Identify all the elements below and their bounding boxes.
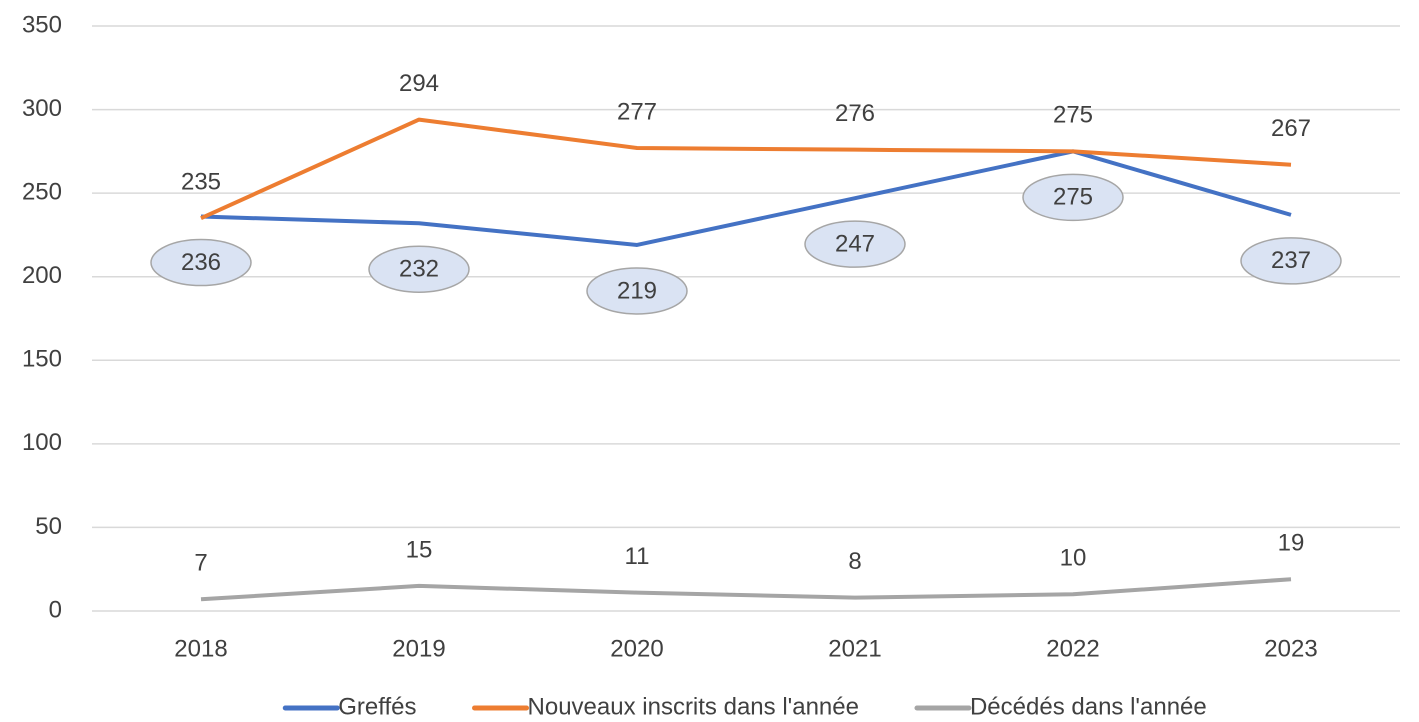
y-tick-label: 250 [22, 178, 62, 205]
data-label: 277 [617, 98, 657, 125]
x-tick-label: 2020 [610, 635, 663, 662]
data-label: 15 [406, 536, 433, 563]
data-label: 237 [1271, 247, 1311, 274]
data-label: 247 [835, 231, 875, 258]
series-line [200, 117, 1292, 221]
y-tick-label: 0 [49, 596, 62, 623]
data-label: 275 [1053, 102, 1093, 129]
data-label-bubble [1022, 173, 1124, 222]
data-label: 8 [848, 548, 861, 575]
x-tick-label: 2023 [1264, 635, 1317, 662]
x-tick-label: 2019 [392, 635, 445, 662]
y-tick-label: 350 [22, 11, 62, 38]
data-label-bubble [804, 220, 906, 268]
legend-label: Décédés dans l'année [970, 693, 1207, 720]
series-line [200, 577, 1292, 602]
y-tick-label: 100 [22, 429, 62, 456]
data-label-bubble [1240, 237, 1342, 285]
data-label-bubble [368, 245, 470, 293]
data-label: 19 [1278, 530, 1305, 557]
data-label: 219 [617, 277, 657, 304]
series-line [200, 149, 1292, 247]
data-label: 294 [399, 70, 439, 97]
data-label-bubble [586, 267, 688, 315]
data-label-bubble [150, 238, 252, 287]
data-label: 232 [399, 256, 439, 283]
y-tick-label: 50 [35, 513, 62, 540]
x-tick-label: 2021 [828, 635, 881, 662]
data-label: 11 [625, 543, 650, 570]
data-label: 236 [181, 249, 221, 276]
x-tick-label: 2018 [174, 635, 227, 662]
data-label: 10 [1060, 545, 1087, 572]
data-label: 7 [194, 550, 207, 577]
data-label: 276 [835, 100, 875, 127]
y-tick-label: 200 [22, 262, 62, 289]
legend: Greffés Nouveaux inscrits dans l'année Déc… [282, 693, 1207, 720]
x-tick-label: 2022 [1046, 635, 1099, 662]
y-tick-label: 150 [22, 346, 62, 373]
legend-label: Nouveaux inscrits dans l'année [528, 693, 859, 720]
legend-label: Greffés [338, 693, 416, 720]
y-tick-label: 300 [22, 95, 62, 122]
data-label: 267 [1271, 115, 1311, 142]
data-label: 275 [1053, 184, 1093, 211]
data-label: 235 [181, 169, 221, 196]
